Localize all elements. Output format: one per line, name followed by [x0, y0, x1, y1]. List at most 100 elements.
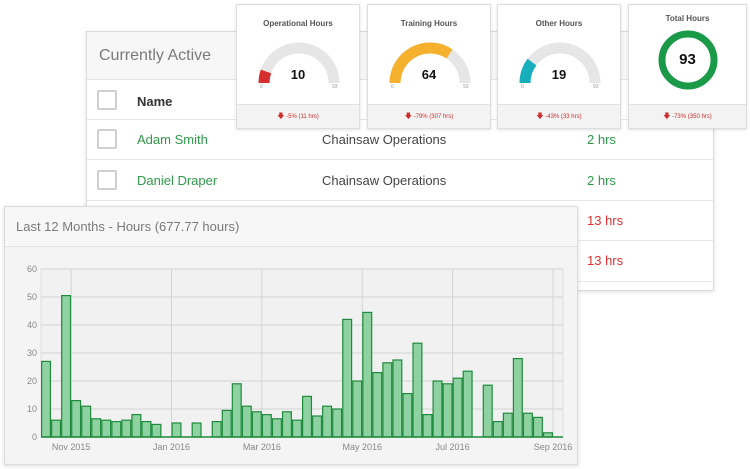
total-hours-card[interactable]: Total Hours 93 🡇 -73% (350 hrs)	[628, 4, 747, 129]
bar	[231, 383, 242, 438]
name-column-header[interactable]: Name	[137, 94, 173, 109]
down-arrow-icon: 🡇	[404, 113, 412, 120]
card-title: Training Hours	[400, 19, 458, 28]
change-text: -5% (11 hrs)	[286, 114, 319, 120]
bar	[101, 419, 112, 438]
bar	[271, 418, 282, 438]
course-name: Chainsaw Operations	[322, 173, 447, 188]
card-title: Total Hours	[665, 14, 710, 23]
bar	[241, 405, 252, 438]
bar	[81, 405, 92, 438]
card-footer: 🡇 -5% (11 hrs)	[237, 104, 359, 128]
change-text: -79% (307 hrs)	[413, 114, 454, 120]
gauge-min: 0	[391, 84, 394, 90]
bar	[191, 422, 202, 438]
bar	[322, 405, 333, 438]
bar	[502, 412, 513, 438]
bar	[532, 416, 543, 438]
hours-value: 2 hrs	[587, 132, 616, 147]
bar	[71, 400, 82, 438]
y-tick-label: 30	[27, 348, 37, 358]
operational-hours-card[interactable]: Operational Hours 10 0 93 🡇 -5% (11 hrs)	[236, 4, 360, 129]
bar	[251, 411, 262, 438]
y-tick-label: 0	[32, 432, 37, 442]
down-arrow-icon: 🡇	[277, 113, 285, 120]
hours-chart-panel: Last 12 Months - Hours (677.77 hours) 0 1…	[4, 206, 578, 465]
bar	[291, 419, 302, 438]
gauge-fill	[258, 69, 272, 84]
operational-hours-gauge	[258, 42, 340, 84]
select-all-checkbox[interactable]	[97, 90, 117, 110]
y-tick-label: 60	[27, 264, 37, 274]
bar	[121, 419, 132, 438]
bar	[141, 421, 152, 438]
bar	[211, 421, 222, 438]
gauge-max: 93	[593, 84, 599, 90]
course-name: Chainsaw Operations	[322, 132, 447, 147]
change-text: -73% (350 hrs)	[672, 114, 712, 120]
bar	[61, 294, 72, 438]
training-hours-card[interactable]: Training Hours 64 0 93 🡇 -79% (307 hrs)	[367, 4, 491, 129]
person-name-link[interactable]: Daniel Draper	[137, 173, 218, 188]
bar	[362, 311, 373, 438]
x-tick-label: Nov 2015	[52, 442, 91, 452]
total-hours-value: 93	[679, 51, 696, 68]
y-tick-label: 50	[27, 292, 37, 302]
y-tick-label: 40	[27, 320, 37, 330]
bar	[171, 422, 182, 438]
bar	[462, 370, 473, 438]
chart-title: Last 12 Months - Hours (677.77 hours)	[5, 207, 577, 247]
gauge-value: 10	[290, 67, 306, 82]
card-title: Other Hours	[535, 19, 583, 28]
bar	[312, 415, 323, 438]
bar	[432, 380, 443, 438]
bar	[512, 357, 523, 438]
bar	[522, 412, 533, 438]
x-tick-label: Sep 2016	[534, 442, 573, 452]
total-hours-ring	[658, 30, 718, 90]
bar	[261, 414, 272, 438]
gauge-max: 93	[463, 84, 469, 90]
gauge-fill	[389, 42, 453, 84]
hours-value: 13 hrs	[587, 213, 624, 228]
bar	[392, 359, 403, 438]
bar	[51, 419, 62, 438]
bar	[151, 423, 162, 438]
bar	[40, 360, 52, 438]
bar	[422, 414, 433, 438]
gauge-value: 64	[421, 67, 437, 82]
card-footer: 🡇 -73% (350 hrs)	[629, 104, 746, 128]
x-tick-label: Mar 2016	[243, 442, 281, 452]
gauge-max: 93	[332, 84, 338, 90]
down-arrow-icon: 🡇	[536, 113, 544, 120]
x-tick-label: Jan 2016	[153, 442, 190, 452]
other-hours-card[interactable]: Other Hours 19 0 93 🡇 -43% (33 hrs)	[497, 4, 621, 129]
table-row[interactable]: Adam Smith Chainsaw Operations 2 hrs	[87, 120, 713, 160]
hours-value: 2 hrs	[587, 173, 616, 188]
person-name-link[interactable]: Adam Smith	[137, 132, 208, 147]
bar	[221, 409, 232, 438]
bar	[442, 383, 453, 438]
bar	[352, 380, 363, 438]
bar	[402, 393, 413, 438]
bar	[482, 384, 493, 438]
gauge-value: 19	[551, 67, 567, 82]
card-footer: 🡇 -43% (33 hrs)	[498, 104, 620, 128]
row-checkbox[interactable]	[97, 129, 117, 149]
bar	[281, 411, 292, 438]
table-row[interactable]: Daniel Draper Chainsaw Operations 2 hrs	[87, 160, 713, 201]
row-checkbox[interactable]	[97, 170, 117, 190]
bar	[412, 342, 423, 438]
down-arrow-icon: 🡇	[663, 113, 671, 120]
card-title: Operational Hours	[263, 19, 333, 28]
gauge-min: 0	[521, 84, 524, 90]
bar	[492, 421, 503, 438]
gauge-fill	[519, 58, 537, 84]
bar	[302, 395, 313, 438]
bar	[131, 414, 142, 438]
bar	[372, 371, 383, 438]
bar	[332, 408, 343, 438]
card-footer: 🡇 -79% (307 hrs)	[368, 104, 490, 128]
hours-value: 13 hrs	[587, 253, 624, 268]
bar	[342, 318, 353, 438]
